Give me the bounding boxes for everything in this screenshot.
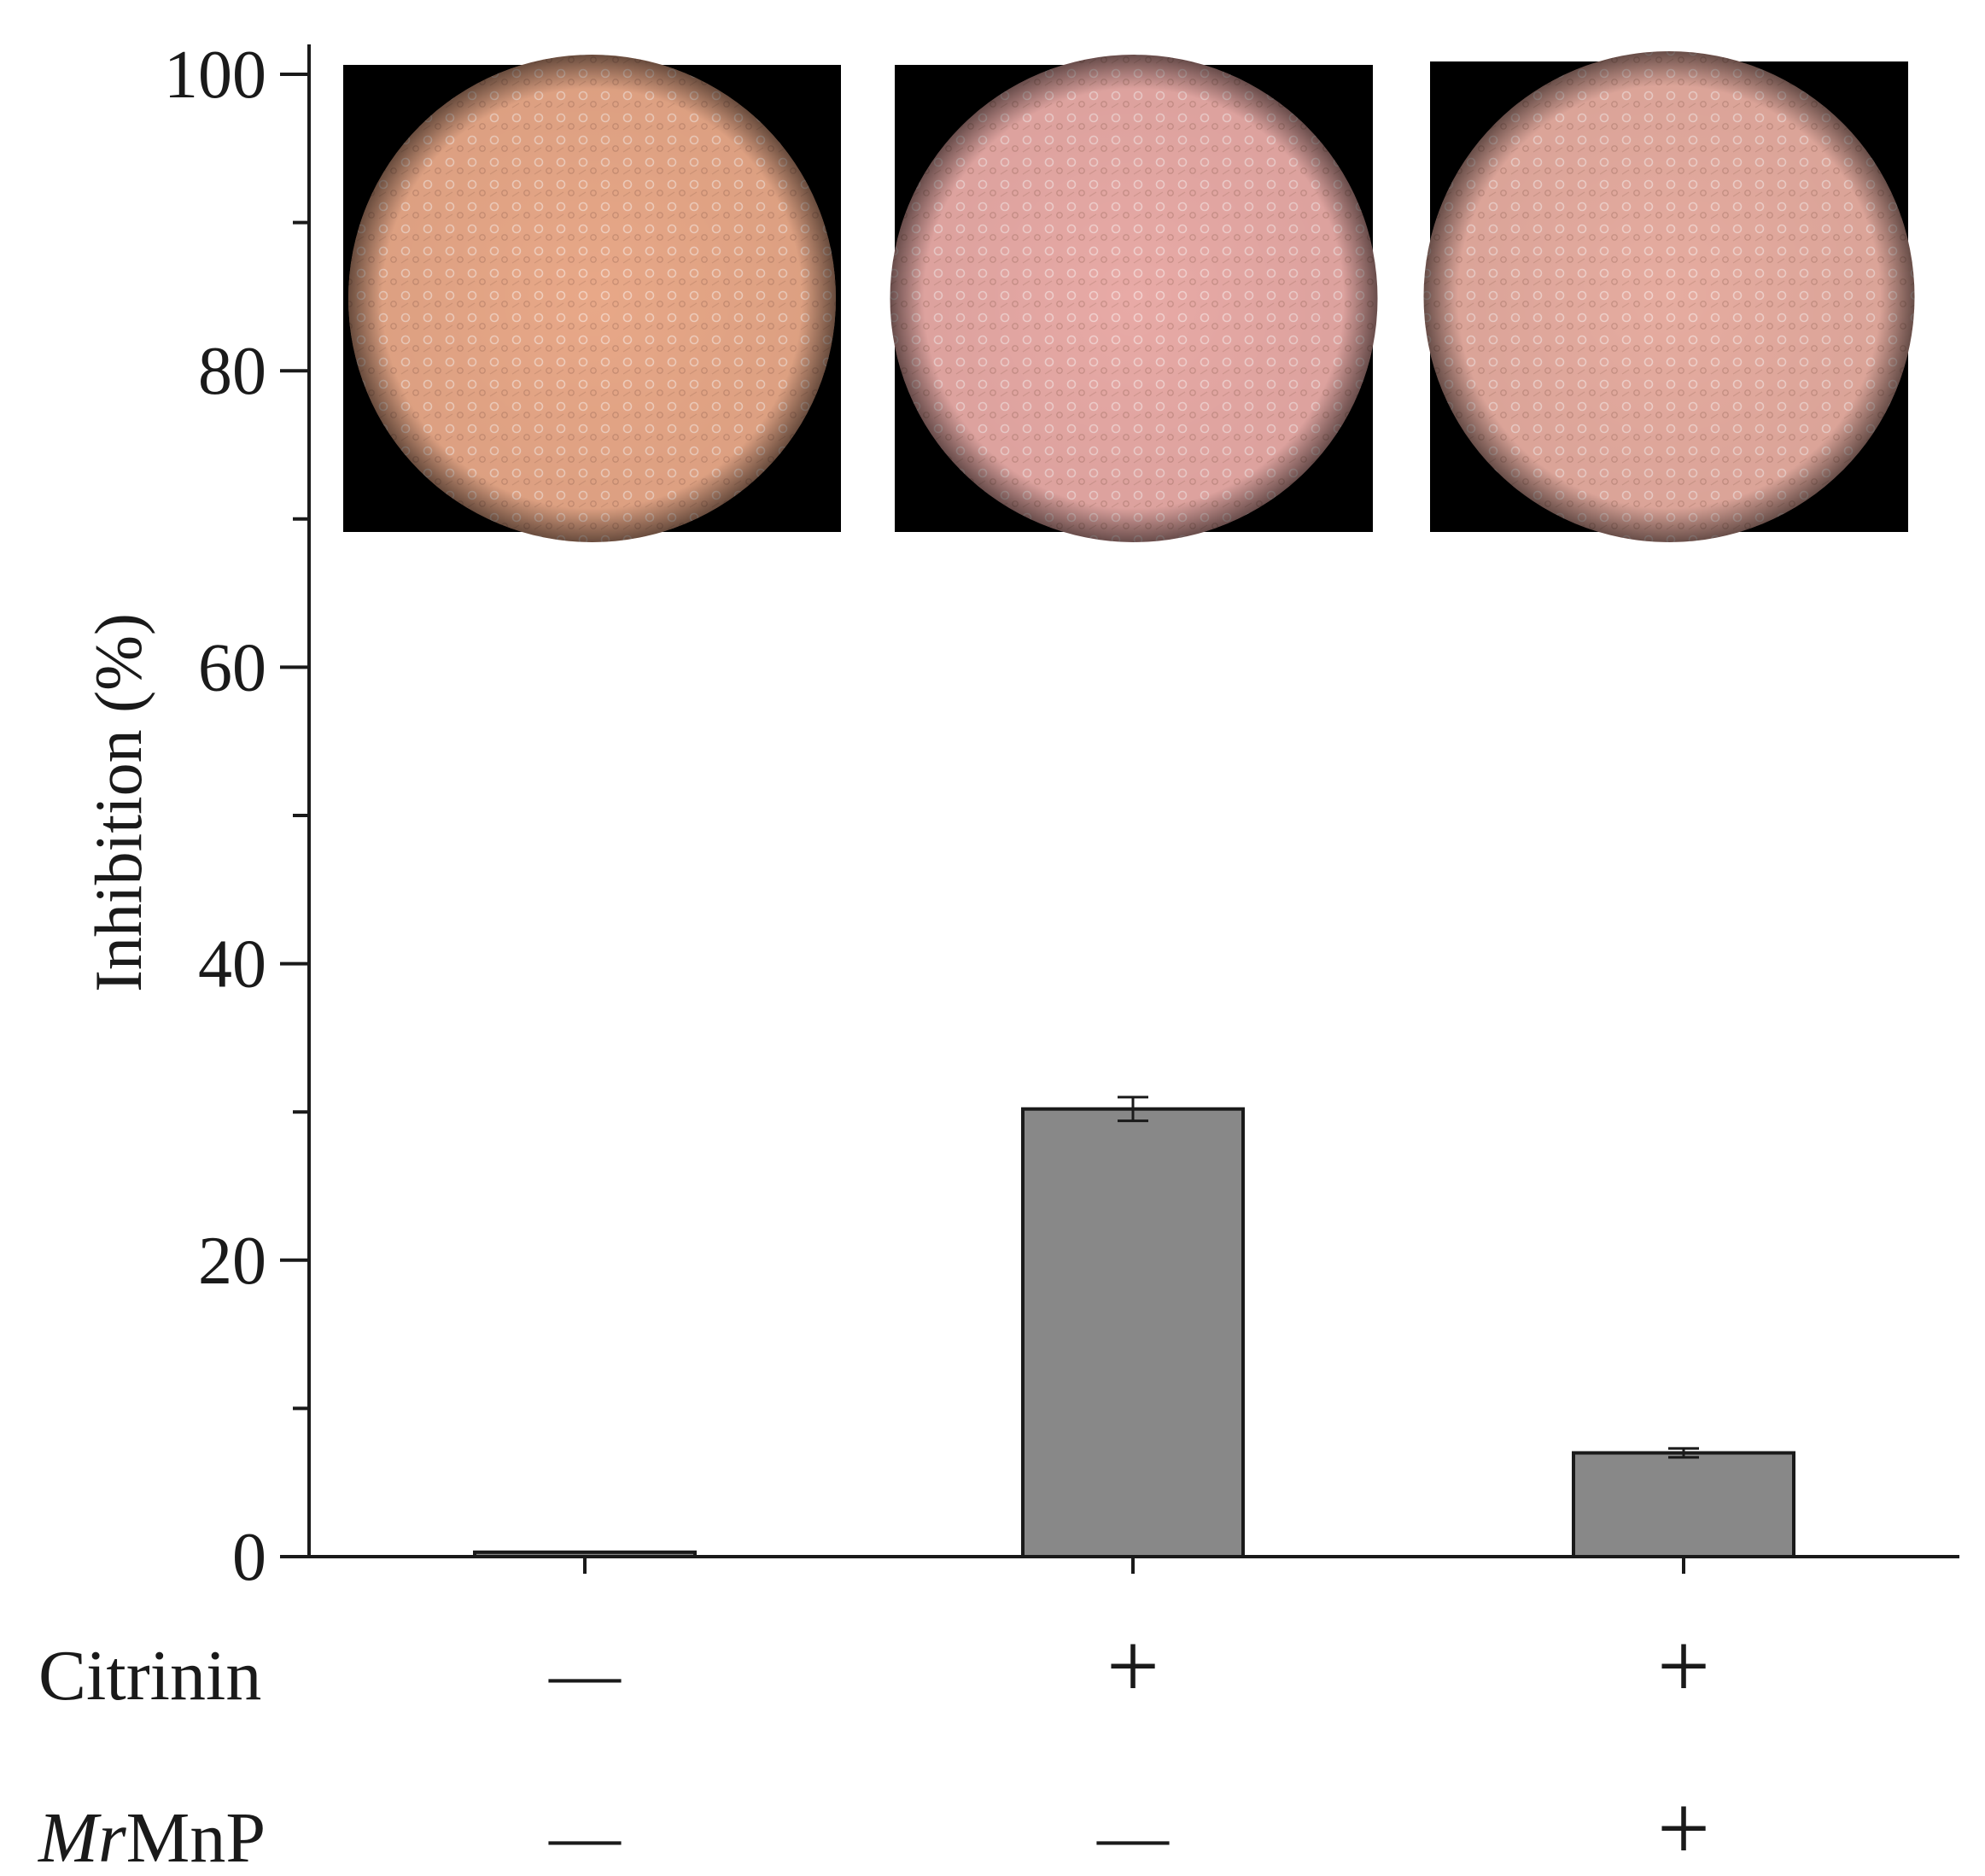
vignette [348, 55, 836, 542]
condition-label-italic: Mr [38, 1798, 126, 1876]
y-axis-label: Inhibition (%) [81, 613, 155, 992]
plus-sign: + [1657, 1614, 1710, 1718]
vignette [890, 55, 1378, 542]
micrograph-citrinin [890, 55, 1378, 542]
y-tick-label: 80 [198, 334, 266, 409]
condition-label: Citrinin [38, 1636, 261, 1715]
vignette [1423, 51, 1915, 542]
plus-sign: + [1657, 1776, 1710, 1876]
bar [1021, 1107, 1245, 1558]
condition-label: MrMnP [38, 1798, 266, 1876]
bar [1572, 1451, 1795, 1558]
minus-sign: — [548, 1634, 622, 1714]
y-ticks: 0 20 40 60 80 100 [164, 38, 309, 1595]
y-tick-label: 100 [164, 38, 266, 113]
micrograph-insets [343, 51, 1915, 542]
x-ticks [583, 1557, 1685, 1574]
minus-sign: — [548, 1797, 622, 1876]
condition-table: Citrinin — + + MrMnP — — + [38, 1614, 1710, 1876]
bars [473, 1096, 1795, 1558]
y-axis: 0 20 40 60 80 100 [164, 38, 311, 1595]
minus-sign: — [1096, 1797, 1170, 1876]
condition-label-text: Citrinin [38, 1636, 261, 1715]
micrograph-citrinin-mrmnp [1423, 51, 1915, 542]
y-tick-label: 20 [198, 1224, 266, 1299]
y-tick-label: 60 [198, 630, 266, 705]
y-tick-label: 0 [232, 1520, 266, 1595]
y-tick-label: 40 [198, 927, 266, 1002]
plus-sign: + [1106, 1614, 1159, 1718]
micrograph-control [343, 55, 841, 542]
condition-label-text: MnP [126, 1798, 266, 1876]
